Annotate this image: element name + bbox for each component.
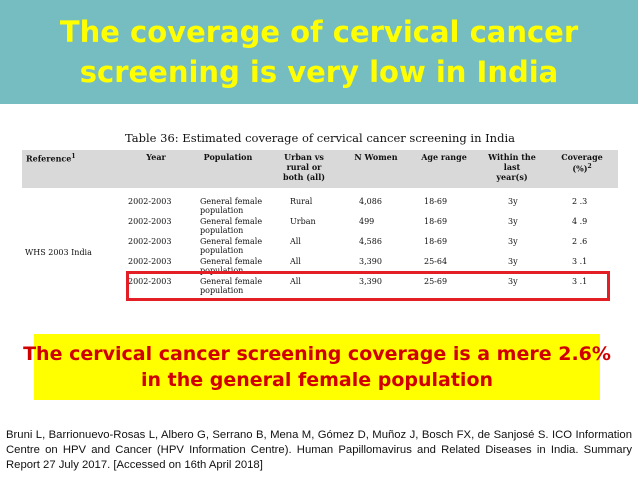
- cell-coverage: 2 .6: [572, 237, 588, 246]
- cell-area: All: [290, 257, 301, 266]
- header-coverage: Coverage (%)2: [561, 152, 603, 174]
- cell-area: All: [290, 237, 301, 246]
- cell-age-range: 25-64: [424, 257, 448, 266]
- cell-n-women: 4,086: [359, 197, 382, 206]
- header-within: Within the last year(s): [488, 152, 536, 182]
- header-age-range: Age range: [421, 152, 467, 162]
- slide-title-line-1: The coverage of cervical cancer: [59, 15, 579, 49]
- cell-coverage: 3 .1: [572, 277, 588, 286]
- cell-area: Urban: [290, 217, 316, 226]
- cell-within: 3y: [508, 197, 518, 206]
- cell-n-women: 499: [359, 217, 375, 226]
- cell-n-women: 4,586: [359, 237, 382, 246]
- cell-population: General female: [200, 217, 263, 226]
- header-population: Population: [203, 152, 253, 162]
- cell-within: 3y: [508, 277, 518, 286]
- header-year: Year: [146, 152, 166, 162]
- cell-coverage: 2 .3: [572, 197, 588, 206]
- cell-population: General female: [200, 257, 263, 266]
- header-n-women: N Women: [354, 152, 398, 162]
- key-finding-box: The cervical cancer screening coverage i…: [23, 334, 611, 400]
- cell-year: 2002-2003: [128, 197, 172, 206]
- key-finding-line-2: in the general female population: [140, 369, 494, 391]
- cell-n-women: 3,390: [359, 257, 382, 266]
- coverage-table: Table 36: Estimated coverage of cervical…: [22, 131, 618, 313]
- table-header-row: Reference1 Year Population Urban vs rura…: [22, 150, 618, 188]
- cell-age-range: 25-69: [424, 277, 448, 286]
- cell-within: 3y: [508, 237, 518, 246]
- cell-population-line-2: population: [200, 246, 244, 255]
- cell-population: General female: [200, 277, 263, 286]
- cell-within: 3y: [508, 217, 518, 226]
- cell-within: 3y: [508, 257, 518, 266]
- cell-population-line-2: population: [200, 286, 244, 295]
- cell-year: 2002-2003: [128, 237, 172, 246]
- cell-coverage: 4 .9: [572, 217, 588, 226]
- cell-year: 2002-2003: [128, 277, 172, 286]
- cell-population-line-2: population: [200, 266, 244, 275]
- header-reference: Reference1: [26, 153, 76, 164]
- reference-value: WHS 2003 India: [25, 248, 92, 257]
- cell-population-line-2: population: [200, 206, 244, 215]
- cell-age-range: 18-69: [424, 237, 448, 246]
- cell-coverage: 3 .1: [572, 257, 588, 266]
- title-banner: The coverage of cervical cancer screenin…: [0, 0, 638, 104]
- cell-area: All: [290, 277, 301, 286]
- cell-age-range: 18-69: [424, 197, 448, 206]
- citation: Bruni L, Barrionuevo-Rosas L, Albero G, …: [6, 429, 632, 471]
- header-urban-rural: Urban vs rural or both (all): [282, 152, 326, 182]
- cell-population-line-2: population: [200, 226, 244, 235]
- cell-population: General female: [200, 197, 263, 206]
- table-caption: Table 36: Estimated coverage of cervical…: [125, 131, 515, 145]
- cell-age-range: 18-69: [424, 217, 448, 226]
- highlight-box: [126, 271, 610, 301]
- slide-title-line-2: screening is very low in India: [79, 55, 559, 89]
- cell-population: General female: [200, 237, 263, 246]
- cell-year: 2002-2003: [128, 217, 172, 226]
- cell-area: Rural: [290, 197, 313, 206]
- cell-n-women: 3,390: [359, 277, 382, 286]
- cell-year: 2002-2003: [128, 257, 172, 266]
- key-finding-line-1: The cervical cancer screening coverage i…: [23, 343, 611, 365]
